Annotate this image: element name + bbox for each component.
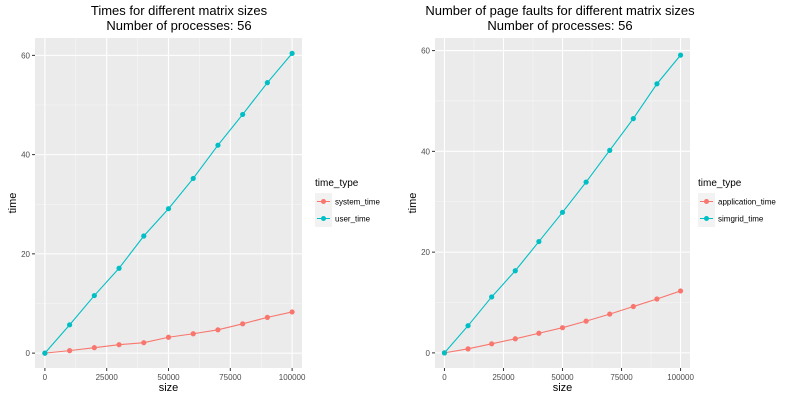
x-axis: 0 25000 50000 75000 100000 [442, 368, 694, 382]
y-axis: 0 20 40 60 [421, 47, 435, 358]
chart-title: Number of page faults for different matr… [425, 3, 695, 18]
x-tick-label: 25000 [96, 373, 119, 382]
y-tick-label: 40 [21, 151, 30, 160]
data-point-application-time [583, 318, 589, 324]
legend-key-point [704, 216, 709, 221]
chart-subtitle: Number of processes: 56 [487, 18, 632, 33]
data-point-system-time [215, 327, 221, 333]
legend-title: time_type [315, 178, 359, 189]
data-point-application-time [489, 341, 495, 347]
legend-key-point [321, 216, 326, 221]
data-point-simgrid-time [583, 179, 589, 185]
data-point-system-time [141, 340, 147, 346]
data-point-user-time [190, 175, 196, 182]
x-tick-label: 100000 [667, 373, 694, 382]
data-point-user-time [141, 233, 147, 239]
legend-item-application-time: application_time [698, 193, 776, 210]
data-point-simgrid-time [489, 294, 495, 300]
legend-label: system_time [335, 198, 380, 207]
data-point-user-time [116, 265, 122, 271]
x-tick-label: 25000 [492, 373, 515, 382]
legend-item-user-time: user_time [315, 210, 371, 227]
y-tick-label: 60 [421, 47, 430, 56]
y-axis: 0 20 40 60 [21, 51, 35, 358]
legend-item-system-time: system_time [315, 193, 380, 210]
x-axis-title: size [159, 382, 179, 394]
data-point-system-time [116, 342, 122, 348]
series-layer [42, 50, 295, 356]
legend-label: user_time [335, 215, 371, 224]
chart-times: Times for different matrix sizes Number … [7, 3, 380, 394]
x-tick-label: 0 [442, 373, 447, 382]
data-point-simgrid-time [654, 81, 660, 87]
legend-key-point [321, 199, 326, 204]
legend-label: simgrid_time [718, 215, 764, 224]
chart-title: Times for different matrix sizes [91, 3, 268, 18]
data-point-simgrid-time [536, 238, 542, 245]
y-tick-label: 20 [21, 250, 30, 259]
data-point-application-time [607, 311, 613, 317]
x-tick-label: 50000 [157, 373, 180, 382]
x-tick-label: 50000 [551, 373, 574, 382]
data-point-application-time [677, 288, 684, 294]
legend: time_type application_time simgrid_time [698, 178, 776, 227]
data-point-system-time [240, 321, 246, 327]
data-point-application-time [465, 346, 471, 352]
x-tick-label: 75000 [219, 373, 242, 382]
legend-label: application_time [718, 198, 776, 207]
data-point-simgrid-time [465, 323, 471, 329]
data-point-system-time [190, 331, 196, 337]
x-axis: 0 25000 50000 75000 100000 [43, 368, 306, 382]
data-point-user-time [264, 80, 270, 86]
data-point-user-time [67, 322, 73, 328]
data-point-application-time [536, 330, 542, 336]
data-point-simgrid-time [607, 147, 613, 153]
series-layer [441, 52, 684, 356]
y-tick-label: 0 [426, 349, 431, 358]
legend-item-simgrid-time: simgrid_time [698, 210, 764, 227]
y-axis-title: time [7, 193, 19, 214]
data-point-user-time [289, 50, 295, 56]
y-tick-label: 0 [26, 349, 31, 358]
data-point-user-time [240, 111, 246, 118]
y-axis-title: time [407, 193, 419, 214]
data-point-simgrid-time [677, 52, 684, 58]
y-tick-label: 40 [421, 147, 430, 156]
data-point-system-time [165, 334, 172, 340]
data-point-simgrid-time [630, 116, 636, 122]
y-tick-label: 60 [21, 51, 30, 60]
gridlines [35, 38, 302, 368]
chart-subtitle: Number of processes: 56 [106, 18, 251, 33]
data-point-application-time [559, 325, 566, 331]
data-point-simgrid-time [441, 350, 448, 356]
data-point-user-time [215, 142, 221, 148]
data-point-simgrid-time [559, 209, 566, 215]
data-point-simgrid-time [512, 268, 518, 274]
data-point-application-time [654, 296, 660, 302]
data-point-application-time [512, 336, 518, 342]
data-point-system-time [264, 314, 270, 320]
data-point-system-time [91, 345, 97, 351]
data-point-system-time [67, 348, 73, 354]
x-tick-label: 100000 [279, 373, 306, 382]
y-tick-label: 20 [421, 248, 430, 257]
legend-title: time_type [698, 178, 742, 189]
data-point-system-time [289, 309, 295, 315]
x-axis-title: size [553, 382, 573, 394]
legend-key-point [704, 199, 709, 204]
legend: time_type system_time user_time [315, 178, 380, 227]
x-tick-label: 75000 [610, 373, 633, 382]
gridlines [435, 38, 690, 368]
data-point-application-time [630, 303, 636, 310]
data-point-user-time [42, 350, 48, 356]
chart-page-faults: Number of page faults for different matr… [407, 3, 776, 394]
data-point-user-time [165, 206, 172, 212]
data-point-user-time [91, 292, 97, 299]
x-tick-label: 0 [43, 373, 48, 382]
